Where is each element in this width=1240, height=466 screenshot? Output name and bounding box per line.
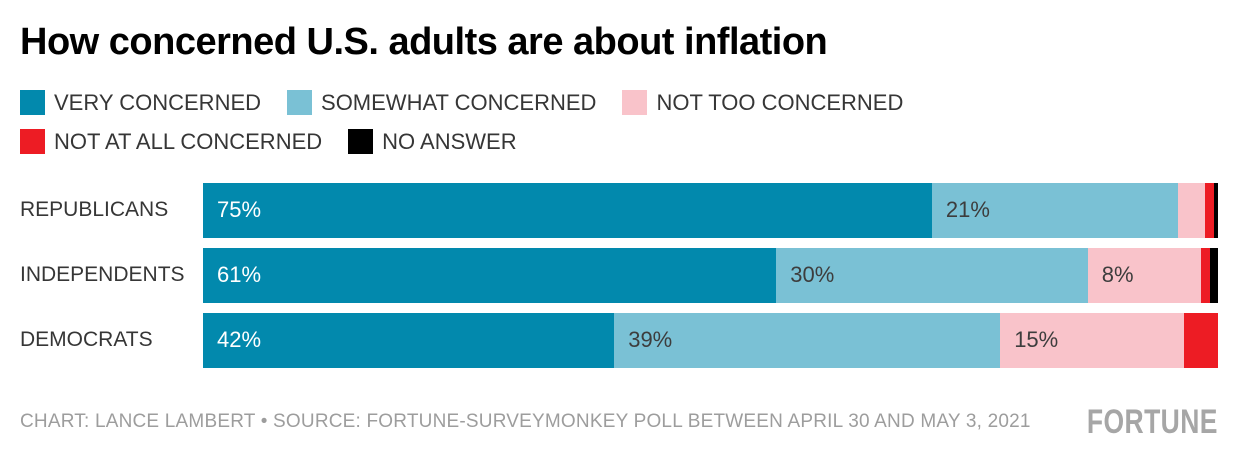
- source-credit: CHART: LANCE LAMBERT • SOURCE: FORTUNE-S…: [20, 410, 1031, 432]
- legend-swatch-icon: [287, 90, 313, 116]
- bar-segment-not-too-concerned: [1177, 182, 1205, 238]
- segment-value-label: 42%: [217, 327, 262, 353]
- chart-row-independents: INDEPENDENTS 61% 30% 8%: [20, 247, 1219, 303]
- segment-value-label: 8%: [1101, 262, 1134, 288]
- bar-segment-very-concerned: 42%: [203, 312, 615, 368]
- footer: CHART: LANCE LAMBERT • SOURCE: FORTUNE-S…: [20, 405, 1218, 439]
- legend-swatch-icon: [20, 129, 45, 155]
- legend-swatch-icon: [622, 90, 648, 116]
- legend-swatch-icon: [348, 129, 374, 155]
- legend-item-no-answer: NO ANSWER: [348, 128, 517, 155]
- legend-item-label: NOT AT ALL CONCERNED: [54, 128, 323, 154]
- chart-row-democrats: DEMOCRATS 42% 39% 15%: [20, 312, 1218, 368]
- segment-value-label: 75%: [217, 197, 262, 223]
- bar-segment-somewhat-concerned: 39%: [614, 312, 1001, 368]
- stacked-bar: 61% 30% 8%: [203, 247, 1219, 303]
- bar-segment-somewhat-concerned: 30%: [776, 247, 1088, 303]
- category-label: INDEPENDENTS: [20, 263, 185, 287]
- bar-segment-somewhat-concerned: 21%: [931, 182, 1178, 238]
- bar-segment-no-answer: [1213, 182, 1218, 238]
- stacked-bar-chart: REPUBLICANS 75% 21% INDEPENDENTS 61% 30% 8% DEM…: [20, 182, 1219, 368]
- bar-segment-no-answer: [1209, 247, 1219, 303]
- stacked-bar: 75% 21%: [203, 182, 1218, 238]
- legend-item-label: VERY CONCERNED: [54, 89, 262, 115]
- bar-segment-very-concerned: 75%: [203, 182, 932, 238]
- legend-item-label: NOT TOO CONCERNED: [656, 89, 904, 115]
- bar-segment-not-at-all-concerned: [1184, 312, 1218, 368]
- chart-row-republicans: REPUBLICANS 75% 21%: [20, 182, 1218, 238]
- legend-item-label: NO ANSWER: [382, 128, 517, 154]
- fortune-logo: FORTUNE: [1087, 402, 1218, 441]
- chart-title: How concerned U.S. adults are about infl…: [20, 21, 828, 63]
- segment-value-label: 39%: [628, 327, 673, 353]
- legend: VERY CONCERNED SOMEWHAT CONCERNED NOT TOO …: [20, 90, 1200, 155]
- bar-segment-not-at-all-concerned: [1201, 247, 1210, 303]
- stacked-bar: 42% 39% 15%: [203, 312, 1218, 368]
- bar-segment-very-concerned: 61%: [203, 247, 777, 303]
- chart-page: How concerned U.S. adults are about infl…: [20, 21, 1219, 439]
- category-label: REPUBLICANS: [20, 198, 169, 222]
- segment-value-label: 30%: [790, 262, 835, 288]
- bar-segment-not-at-all-concerned: [1204, 182, 1214, 238]
- bar-segment-not-too-concerned: 15%: [1000, 312, 1185, 368]
- legend-item-somewhat-concerned: SOMEWHAT CONCERNED: [287, 90, 596, 116]
- segment-value-label: 21%: [945, 197, 990, 223]
- legend-swatch-icon: [20, 90, 45, 116]
- bar-segment-not-too-concerned: 8%: [1087, 247, 1202, 303]
- legend-item-not-at-all-concerned: NOT AT ALL CONCERNED: [20, 129, 322, 155]
- category-label: DEMOCRATS: [20, 328, 153, 352]
- legend-item-not-too-concerned: NOT TOO CONCERNED: [622, 90, 903, 116]
- legend-item-very-concerned: VERY CONCERNED: [20, 90, 261, 116]
- legend-item-label: SOMEWHAT CONCERNED: [321, 89, 597, 115]
- segment-value-label: 61%: [217, 262, 262, 288]
- segment-value-label: 15%: [1014, 327, 1059, 353]
